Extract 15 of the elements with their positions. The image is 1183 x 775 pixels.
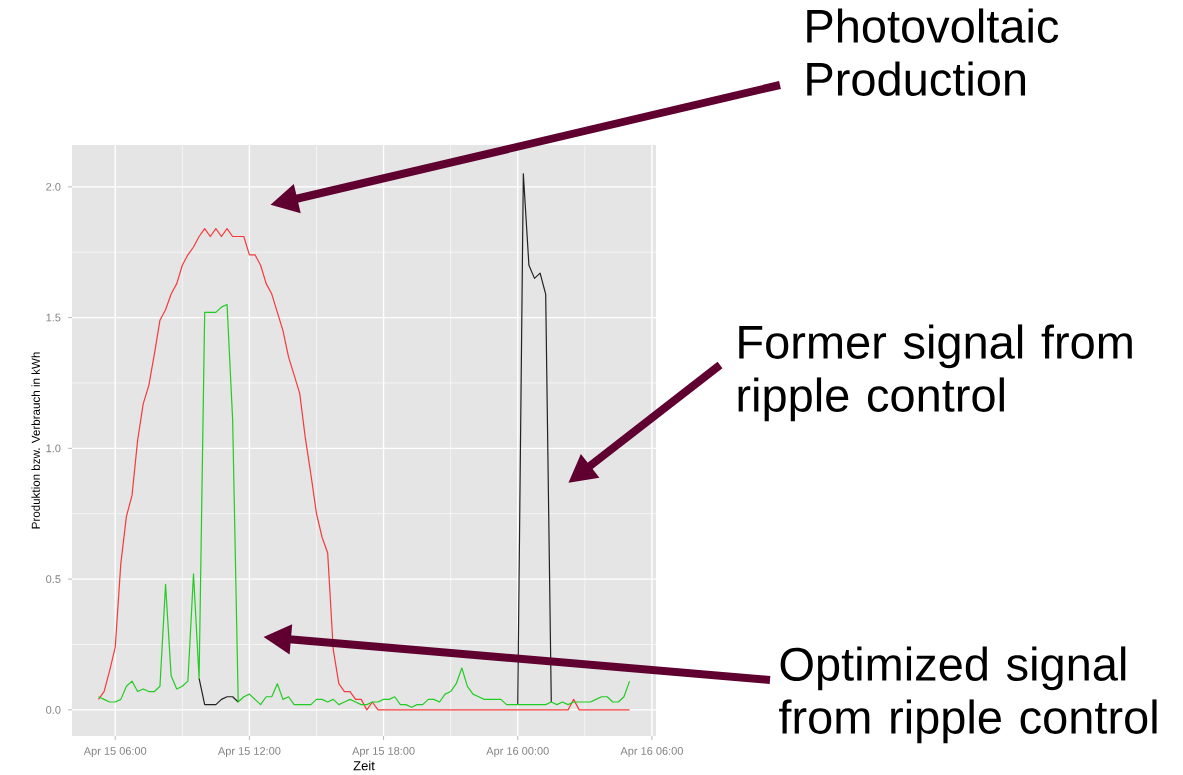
x-axis-title: Zeit [353, 760, 375, 771]
y-axis-title: Produktion bzw. Verbrauch in kWh [31, 352, 40, 529]
x-tick-label: Apr 16 06:00 [620, 747, 683, 758]
y-tick-label: 0.5 [46, 575, 61, 583]
y-tick-label: 2.0 [46, 182, 61, 191]
x-tick-label: Apr 15 18:00 [352, 747, 415, 758]
x-tick-label: Apr 15 12:00 [217, 747, 281, 758]
y-tick-label: 1.5 [46, 313, 61, 322]
x-tick-label: Apr 16 00:00 [486, 747, 549, 758]
text: Optimized signal from ripple control [779, 646, 1157, 744]
text: Former signal from ripple control [738, 324, 1132, 422]
text: Photovoltaic Production [807, 8, 1059, 96]
y-tick-label: 0.0 [46, 705, 61, 714]
x-tick-label: Apr 15 06:00 [83, 747, 147, 758]
y-tick-label: 1.0 [46, 444, 61, 453]
